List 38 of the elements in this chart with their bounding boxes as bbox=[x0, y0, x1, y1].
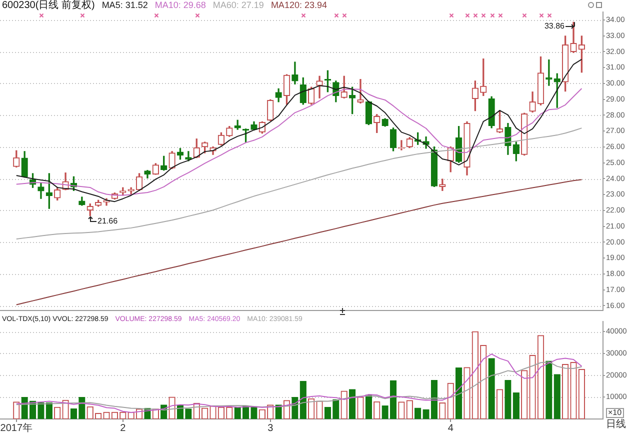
text: ×10 bbox=[606, 408, 624, 418]
text: 日线 bbox=[606, 419, 626, 430]
bar bbox=[414, 408, 422, 419]
bar bbox=[488, 358, 495, 419]
annotation: 21.66 bbox=[98, 216, 118, 226]
chart-title: 600230(日线 前复权) bbox=[2, 0, 95, 11]
bar bbox=[546, 360, 552, 419]
bar bbox=[292, 397, 298, 419]
bar bbox=[332, 399, 340, 419]
bar bbox=[38, 402, 44, 419]
bar bbox=[250, 406, 258, 419]
x-tick-label: 3 bbox=[268, 422, 274, 434]
bar bbox=[554, 374, 560, 419]
candlestick bbox=[546, 59, 552, 86]
bar bbox=[430, 380, 438, 419]
bar bbox=[382, 406, 388, 419]
bar bbox=[46, 402, 52, 419]
bar bbox=[455, 368, 462, 419]
text: MA10: 29.68 bbox=[154, 0, 206, 11]
bar bbox=[512, 392, 520, 419]
text: MA5: 31.52 bbox=[102, 0, 148, 11]
bar bbox=[348, 389, 356, 419]
bar bbox=[78, 397, 86, 419]
bar bbox=[234, 407, 241, 419]
bar bbox=[300, 380, 306, 419]
bar bbox=[390, 380, 397, 419]
bar bbox=[324, 406, 332, 419]
bar bbox=[365, 394, 372, 419]
bar bbox=[275, 404, 282, 419]
candlestick bbox=[357, 78, 364, 104]
x-tick-label: 4 bbox=[448, 422, 454, 434]
bar bbox=[21, 397, 28, 419]
text: MA120: 23.94 bbox=[270, 0, 327, 11]
bar bbox=[504, 380, 512, 419]
x-tick-label: 2017年 bbox=[0, 422, 33, 434]
text: MA60: 27.19 bbox=[212, 0, 264, 11]
annotation: 33.86 bbox=[544, 22, 566, 31]
x-tick-label: 2 bbox=[120, 422, 126, 434]
